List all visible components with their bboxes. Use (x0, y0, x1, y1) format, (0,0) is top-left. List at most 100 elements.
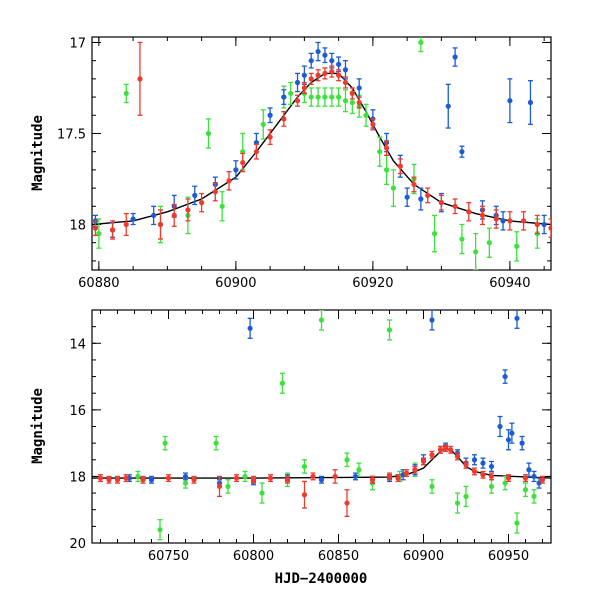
bottom-red-point (123, 475, 129, 481)
top-green-point (383, 167, 390, 173)
bottom-x-axis-label: HJD−2400000 (275, 571, 368, 587)
top-x-tick-label: 60900 (215, 276, 256, 291)
bottom-green-point (344, 457, 350, 463)
bottom-panel: Magnitude HJD−2400000 60750 60800 60850 609… (30, 309, 552, 587)
top-green-point (329, 94, 335, 100)
bottom-red-point (403, 470, 410, 476)
bottom-blue-point (526, 467, 532, 473)
top-blue-point (315, 48, 321, 55)
top-blue-point (445, 103, 451, 109)
bottom-series-blue (126, 310, 542, 489)
top-green-point (473, 249, 479, 255)
top-red-point (109, 227, 116, 233)
bottom-green-point (162, 440, 168, 446)
top-red-point (466, 209, 472, 215)
bottom-blue-point (536, 480, 542, 486)
top-red-point (253, 149, 260, 155)
bottom-red-point (233, 475, 240, 481)
bottom-green-point (279, 380, 285, 386)
bottom-x-tick-label: 60850 (318, 549, 359, 564)
bottom-green-point (531, 493, 537, 499)
bottom-red-point (114, 477, 121, 483)
bottom-red-point (505, 475, 512, 481)
bottom-x-tick-label: 60950 (488, 549, 529, 564)
bottom-red-point (140, 477, 146, 483)
top-blue-point (151, 212, 157, 218)
bottom-red-point (437, 447, 444, 453)
top-blue-point (336, 61, 342, 67)
top-red-point (185, 207, 191, 213)
top-red-point (315, 72, 321, 78)
top-y-tick-label: 18 (69, 218, 86, 233)
bottom-green-point (135, 473, 141, 480)
top-red-point (411, 181, 417, 188)
bottom-green-point (213, 440, 219, 446)
bottom-x-tick-label: 60800 (233, 549, 274, 564)
bottom-blue-point (148, 477, 155, 483)
bottom-blue-point (318, 477, 325, 483)
bottom-green-point (157, 527, 163, 533)
top-blue-point (130, 216, 136, 222)
bottom-red-point (301, 492, 308, 498)
top-green-point (288, 90, 294, 97)
top-red-point (308, 76, 314, 82)
top-green-point (205, 130, 212, 137)
bottom-y-tick-label: 18 (69, 470, 86, 485)
top-y-tick-label: 17.5 (57, 127, 86, 142)
top-red-point (157, 221, 164, 228)
top-red-point (137, 76, 143, 82)
bottom-blue-point (247, 325, 253, 331)
bottom-y-tick-label: 20 (69, 537, 86, 552)
top-green-point (315, 94, 321, 100)
bottom-red-point (97, 475, 104, 481)
top-series-red (92, 41, 551, 240)
top-y-tick-label: 17 (69, 36, 86, 51)
top-red-point (425, 192, 431, 198)
top-x-tick-label: 60920 (352, 276, 393, 291)
top-green-point (431, 230, 438, 237)
top-red-point (548, 225, 551, 231)
bottom-green-point (522, 487, 529, 493)
bottom-data-layer (92, 310, 551, 541)
top-y-axis-label: Magnitude (30, 115, 46, 191)
bottom-blue-point (352, 473, 359, 480)
bottom-red-point (310, 473, 316, 480)
top-green-point (459, 236, 465, 242)
bottom-plot-frame (91, 309, 552, 544)
top-red-point (397, 163, 403, 169)
top-green-point (322, 94, 328, 100)
top-red-point (438, 200, 444, 206)
top-red-point (356, 99, 362, 106)
bottom-green-point (463, 493, 469, 499)
bottom-blue-point (471, 457, 478, 463)
top-blue-point (322, 52, 328, 58)
top-data-layer (92, 37, 551, 270)
bottom-y-tick-label: 16 (69, 404, 86, 419)
top-green-point (342, 98, 349, 104)
bottom-blue-point (488, 463, 495, 470)
bottom-green-point (242, 473, 248, 480)
bottom-red-point (454, 453, 461, 460)
top-red-point (534, 221, 540, 228)
top-blue-point (281, 94, 287, 100)
top-blue-point (301, 72, 307, 78)
top-green-point (418, 39, 424, 46)
bottom-series-green (135, 310, 537, 541)
bottom-red-point (443, 445, 449, 451)
top-green-point (486, 240, 492, 246)
bottom-red-point (284, 477, 291, 483)
bottom-green-point (301, 463, 308, 470)
bottom-y-tick-label: 14 (69, 337, 86, 352)
top-blue-point (452, 54, 458, 60)
top-green-point (123, 90, 129, 97)
bottom-red-point (267, 475, 274, 481)
top-red-point (212, 189, 218, 195)
bottom-red-point (332, 473, 338, 480)
bottom-green-point (386, 327, 393, 333)
top-blue-point (527, 99, 534, 106)
top-blue-point (356, 85, 362, 91)
top-plot-frame (91, 36, 552, 271)
bottom-green-point (225, 483, 231, 490)
top-green-point (377, 149, 383, 155)
